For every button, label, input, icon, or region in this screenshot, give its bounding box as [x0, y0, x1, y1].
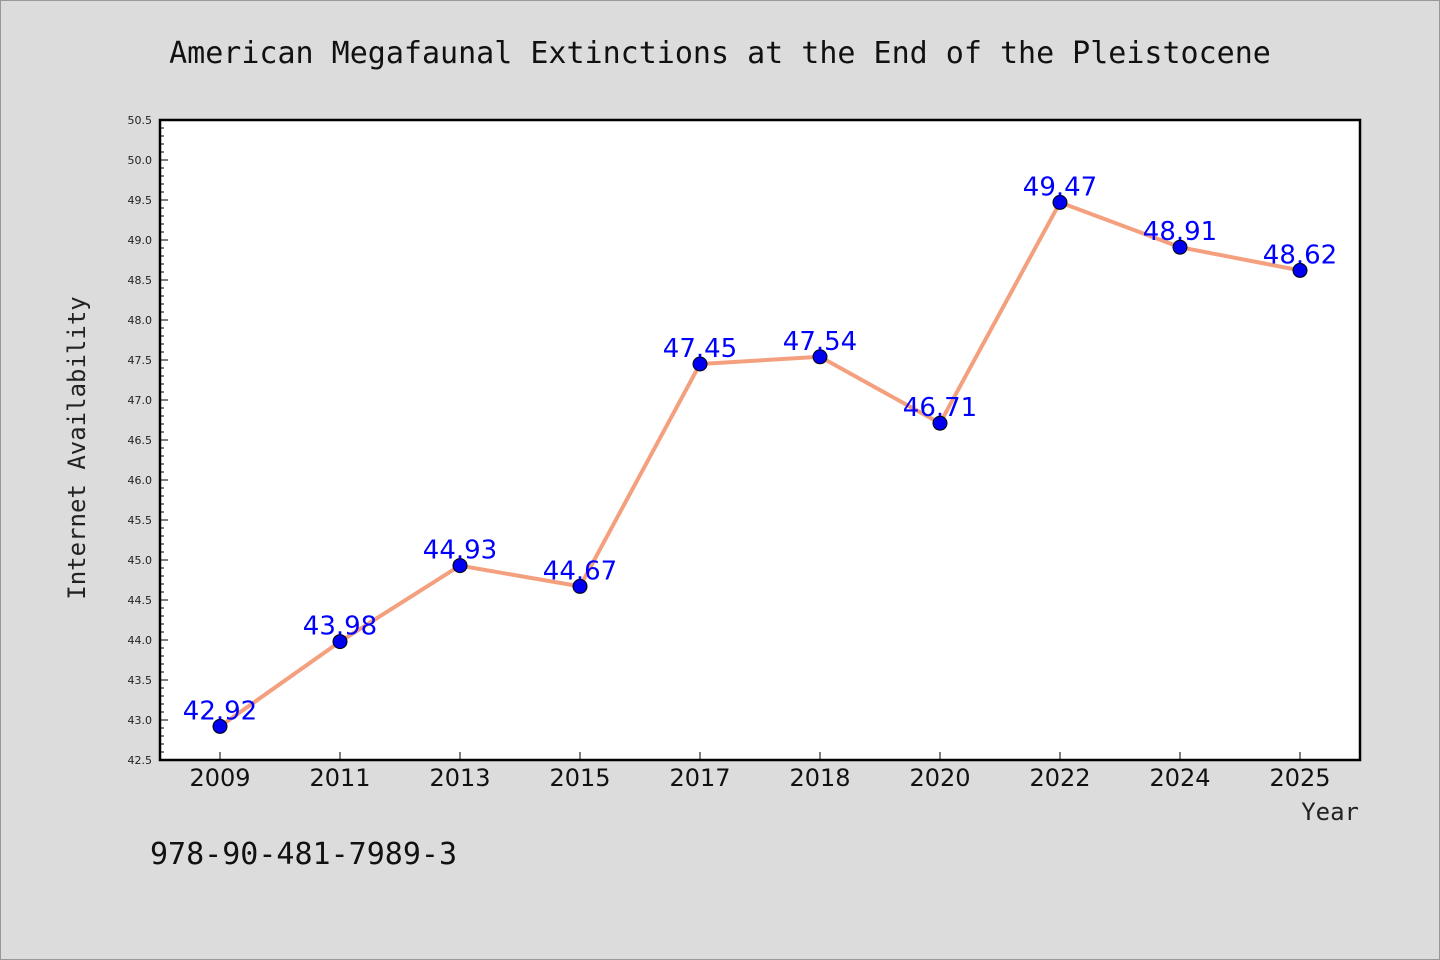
- x-tick-label: 2022: [1029, 764, 1090, 792]
- data-label: 43.98: [303, 612, 377, 642]
- x-tick-label: 2025: [1269, 764, 1330, 792]
- data-label: 48.62: [1263, 240, 1337, 270]
- plot-frame: [158, 118, 1362, 762]
- y-tick-label: 44.5: [128, 594, 153, 607]
- y-axis: 42.5 43.0 43.5 44.0 44.5 45.0 45.5 46.0 46.5 47.0…: [128, 114, 168, 767]
- data-labels-group: 42.92 43.98 44.93 44.67 47.45 47.54 46.71 49.47…: [183, 172, 1337, 726]
- data-label: 46.71: [903, 393, 977, 423]
- data-point: [332, 634, 348, 650]
- data-point: [812, 349, 828, 365]
- data-point: [212, 718, 228, 734]
- data-point: [1292, 262, 1308, 278]
- data-label: 42.92: [183, 696, 257, 726]
- y-tick-label: 44.0: [128, 634, 153, 647]
- data-point: [452, 558, 468, 574]
- data-point: [1052, 194, 1068, 210]
- data-label: 44.93: [423, 536, 497, 566]
- y-tick-label: 47.0: [128, 394, 153, 407]
- x-axis-label: Year: [1301, 798, 1359, 826]
- data-label: 47.45: [663, 334, 737, 364]
- x-tick-label: 2009: [189, 764, 250, 792]
- y-tick-label: 45.5: [128, 514, 153, 527]
- x-tick-label: 2024: [1149, 764, 1210, 792]
- y-tick-label: 49.5: [128, 194, 153, 207]
- data-label: 49.47: [1023, 172, 1097, 202]
- y-tick-label: 46.0: [128, 474, 153, 487]
- series-line: [218, 200, 1302, 729]
- y-tick-label: 49.0: [128, 234, 153, 247]
- markers-group: [212, 194, 1308, 734]
- series-line-group: [218, 200, 1302, 729]
- data-label: 48.91: [1143, 217, 1217, 247]
- y-tick-label: 47.5: [128, 354, 153, 367]
- y-axis-label: Internet Availability: [63, 296, 91, 599]
- plot-area: [160, 120, 1360, 760]
- x-tick-label: 2013: [429, 764, 490, 792]
- x-tick-label: 2018: [789, 764, 850, 792]
- y-tick-label: 45.0: [128, 554, 153, 567]
- data-point: [572, 578, 588, 594]
- y-tick-label: 46.5: [128, 434, 153, 447]
- y-tick-label: 43.5: [128, 674, 153, 687]
- data-label: 47.54: [783, 327, 857, 357]
- y-tick-label: 48.0: [128, 314, 153, 327]
- y-tick-label: 50.0: [128, 154, 153, 167]
- chart-title: American Megafaunal Extinctions at the E…: [169, 36, 1271, 71]
- x-tick-label: 2015: [549, 764, 610, 792]
- y-tick-label: 48.5: [128, 274, 153, 287]
- data-point: [692, 356, 708, 372]
- y-tick-label: 43.0: [128, 714, 153, 727]
- x-tick-label: 2011: [309, 764, 370, 792]
- y-tick-label: 50.5: [128, 114, 153, 127]
- y-tick-label: 42.5: [128, 754, 153, 767]
- x-tick-label: 2017: [669, 764, 730, 792]
- data-point: [1172, 239, 1188, 255]
- footer-code: 978-90-481-7989-3: [150, 837, 457, 872]
- data-point: [932, 415, 948, 431]
- data-label: 44.67: [543, 556, 617, 586]
- x-axis: 2009 2011 2013 2015 2017 2018 2020 2022 2024 2025: [189, 752, 1331, 792]
- x-tick-label: 2020: [909, 764, 970, 792]
